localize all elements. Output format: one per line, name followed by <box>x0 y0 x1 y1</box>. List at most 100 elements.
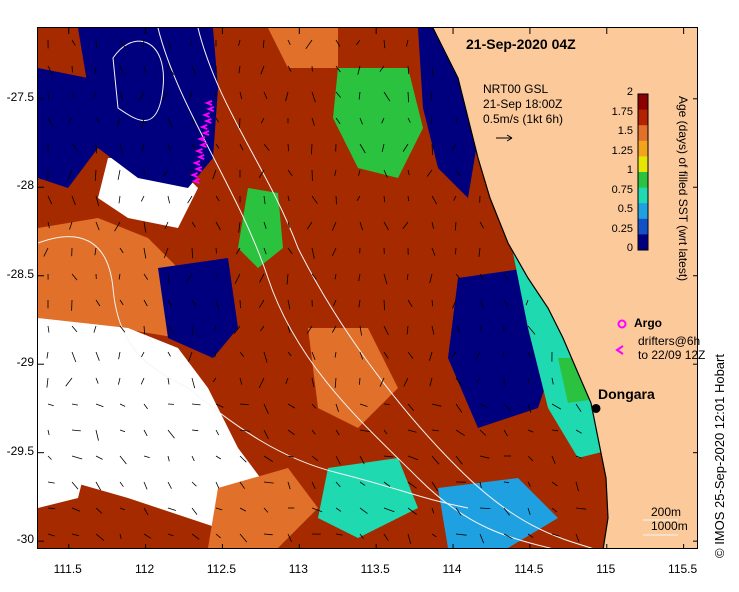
current-vector <box>167 481 172 489</box>
drifter-position <box>199 124 208 130</box>
axis-ticks <box>38 28 697 548</box>
current-vector <box>68 117 73 124</box>
current-vector <box>331 247 337 257</box>
current-vector <box>263 507 269 513</box>
current-vector <box>95 299 101 307</box>
current-vector <box>191 455 195 462</box>
argo-legend-label: Argo <box>634 316 662 330</box>
current-vector <box>95 117 101 123</box>
current-vector <box>95 65 97 74</box>
current-vector <box>311 377 315 388</box>
current-vector <box>47 507 55 510</box>
current-vector <box>287 325 291 334</box>
current-vector <box>527 481 531 487</box>
current-vector <box>167 299 172 307</box>
current-vector <box>118 195 121 204</box>
current-vector <box>215 533 221 539</box>
current-vector <box>407 429 417 433</box>
current-vector <box>407 91 409 103</box>
current-vector <box>259 273 265 283</box>
current-vector <box>191 299 197 307</box>
current-vector <box>454 221 457 231</box>
current-vector <box>167 533 174 537</box>
current-vector <box>47 117 54 127</box>
current-vector <box>263 91 268 99</box>
current-vector <box>358 169 361 176</box>
current-vector <box>94 247 97 256</box>
current-vector <box>431 195 438 205</box>
current-vector <box>215 117 220 123</box>
argo-drifter-track <box>189 100 215 184</box>
colorbar-tick-label: 0.75 <box>611 183 633 196</box>
current-vector <box>119 247 124 254</box>
current-vector <box>71 273 78 281</box>
drifter-position <box>191 178 200 184</box>
colorbar-swatch <box>638 172 648 189</box>
current-vector <box>191 377 196 389</box>
current-vector <box>479 299 485 309</box>
current-vector <box>212 377 217 383</box>
current-vector <box>215 507 223 511</box>
map-frame[interactable] <box>37 27 698 549</box>
current-vector <box>575 507 587 510</box>
current-vector <box>311 351 316 360</box>
current-vector <box>335 39 341 47</box>
current-vector <box>431 325 435 335</box>
current-vector <box>239 403 249 406</box>
current-vector <box>287 65 292 72</box>
current-vector <box>212 169 217 180</box>
current-vector <box>311 507 323 513</box>
coastline <box>432 28 609 548</box>
drifter-position <box>203 118 212 124</box>
current-vector <box>311 429 316 435</box>
current-vector <box>575 533 580 543</box>
current-vector <box>95 195 100 207</box>
current-vector <box>287 533 292 542</box>
current-vector <box>306 325 313 334</box>
y-tick-label: -27.5 <box>6 89 34 104</box>
current-vector <box>476 377 481 383</box>
current-vector <box>167 195 170 204</box>
current-vector <box>47 65 54 76</box>
current-vector <box>503 299 509 307</box>
current-vector <box>114 221 121 232</box>
current-vector <box>141 351 145 358</box>
colorbar-tick-label: 1.5 <box>617 125 633 137</box>
colorbar-swatch <box>638 203 648 220</box>
current-vector <box>335 429 340 436</box>
x-tick-label: 113 <box>288 562 308 576</box>
current-vector <box>287 195 290 202</box>
current-vector <box>527 455 534 462</box>
current-vector <box>239 91 243 99</box>
current-vector <box>167 507 177 511</box>
current-vector <box>431 533 437 538</box>
region-orange-center <box>308 328 398 428</box>
current-vector <box>431 429 439 432</box>
current-vector <box>138 91 145 102</box>
current-vector <box>234 273 241 284</box>
current-vector <box>263 351 268 363</box>
current-vector <box>95 143 97 154</box>
current-vector <box>191 403 201 406</box>
y-tick-label: -28.5 <box>6 266 34 281</box>
current-vector <box>143 65 146 73</box>
current-vector <box>403 377 409 387</box>
current-vector <box>407 351 414 359</box>
current-vector <box>407 65 410 74</box>
current-vector <box>455 403 463 413</box>
reference-time: 21-Sep 18:00Z <box>483 97 563 111</box>
current-vector <box>239 143 244 151</box>
current-vector <box>455 533 467 536</box>
drifter-position <box>201 130 210 136</box>
current-vector <box>407 403 415 412</box>
current-vector <box>455 247 457 255</box>
current-vector <box>402 221 409 230</box>
current-vector <box>359 351 364 360</box>
current-vector <box>167 143 171 151</box>
sst-age-map[interactable] <box>38 28 698 549</box>
current-vector <box>167 39 172 50</box>
current-vector <box>71 65 73 73</box>
current-vector <box>263 221 267 229</box>
current-vector <box>119 325 126 333</box>
current-vector <box>119 481 124 487</box>
